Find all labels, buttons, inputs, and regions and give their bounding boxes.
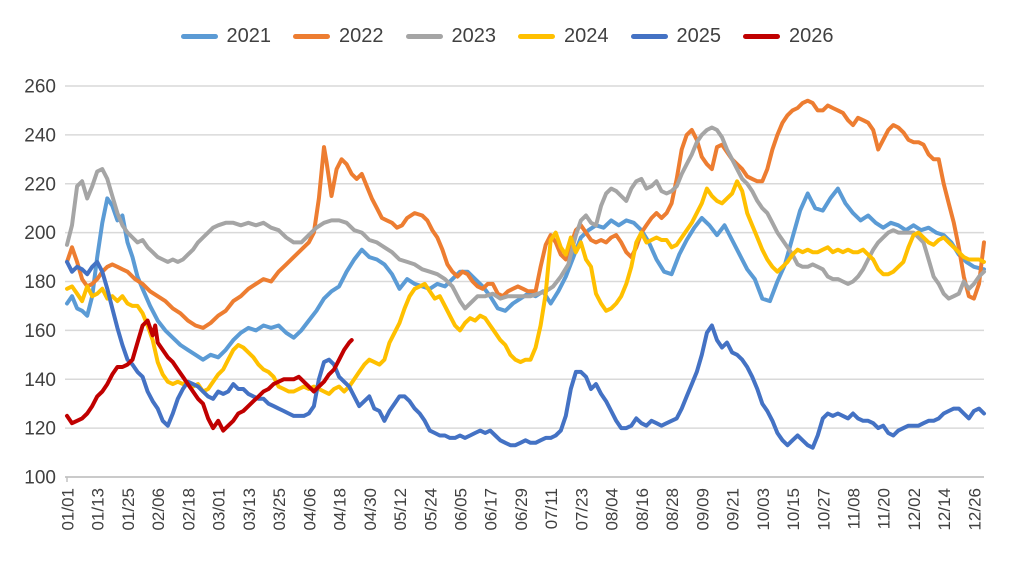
x-tick-label: 12/02 [905, 488, 924, 531]
x-tick-label: 11/08 [845, 488, 864, 529]
legend-item-2025: 2025 [630, 25, 722, 47]
x-tick-label: 08/28 [663, 488, 682, 531]
y-tick-label: 180 [24, 272, 56, 293]
x-tick-label: 10/03 [754, 488, 773, 531]
legend-swatch-2025 [630, 33, 668, 39]
series-line-2025 [65, 259, 986, 450]
x-tick-label: 04/18 [331, 488, 350, 531]
legend-label-2023: 2023 [451, 25, 497, 47]
y-tick-label: 260 [24, 77, 56, 98]
legend: 2021 2022 2023 2024 2025 2026 [0, 26, 1014, 46]
x-tick-label: 03/01 [210, 488, 229, 531]
legend-label-2021: 2021 [226, 25, 272, 47]
series-line-2022 [65, 98, 986, 330]
x-tick-label: 08/04 [603, 488, 622, 531]
y-tick-label: 140 [24, 370, 56, 391]
legend-swatch-2022 [293, 33, 330, 39]
legend-label-2025: 2025 [676, 25, 722, 47]
legend-swatch-2024 [518, 33, 555, 39]
legend-item-2024: 2024 [518, 26, 609, 46]
x-tick-label: 03/13 [240, 488, 259, 531]
y-tick-label: 240 [24, 125, 56, 146]
x-tick-label: 01/25 [119, 488, 138, 531]
legend-swatch-2021 [180, 33, 218, 39]
y-tick-label: 120 [24, 419, 56, 440]
legend-item-2023: 2023 [405, 25, 497, 47]
x-tick-label: 10/15 [784, 488, 803, 531]
series-line-2023 [65, 125, 986, 311]
x-tick-label: 03/25 [270, 488, 289, 531]
x-tick-label: 11/20 [875, 488, 894, 529]
x-tick-label: 10/27 [814, 488, 833, 531]
legend-label-2024: 2024 [564, 25, 609, 47]
x-tick-label: 04/30 [361, 488, 380, 531]
x-tick-label: 09/21 [724, 488, 743, 531]
legend-item-2026: 2026 [743, 26, 834, 46]
x-tick-label: 02/18 [179, 488, 198, 531]
x-tick-label: 06/17 [482, 488, 501, 531]
legend-swatch-2026 [743, 33, 780, 39]
legend-swatch-2023 [405, 33, 443, 39]
x-tick-label: 12/14 [935, 488, 954, 531]
y-tick-label: 160 [24, 321, 56, 342]
x-tick-label: 07/11 [542, 488, 561, 529]
x-tick-label: 07/23 [572, 488, 591, 531]
legend-label-2026: 2026 [789, 25, 834, 47]
x-tick-label: 06/05 [452, 488, 471, 531]
x-tick-label: 05/24 [421, 488, 440, 531]
legend-item-2021: 2021 [180, 25, 272, 47]
y-tick-label: 200 [24, 223, 56, 244]
x-tick-label: 04/06 [300, 488, 319, 531]
series-line-2026 [65, 318, 354, 433]
x-tick-label: 08/16 [633, 488, 652, 531]
y-tick-label: 100 [24, 468, 56, 489]
x-tick-label: 02/06 [149, 488, 168, 531]
series-line-2024 [65, 179, 986, 396]
legend-label-2022: 2022 [339, 25, 384, 47]
x-tick-label: 05/12 [391, 488, 410, 531]
series-line-2021 [65, 186, 986, 362]
y-tick-label: 220 [24, 174, 56, 195]
x-tick-label: 12/26 [965, 488, 984, 531]
x-tick-label: 09/09 [693, 488, 712, 531]
x-tick-label: 01/01 [59, 488, 78, 531]
legend-item-2022: 2022 [293, 26, 384, 46]
x-tick-label: 01/13 [89, 488, 108, 531]
x-tick-label: 06/29 [512, 488, 531, 531]
